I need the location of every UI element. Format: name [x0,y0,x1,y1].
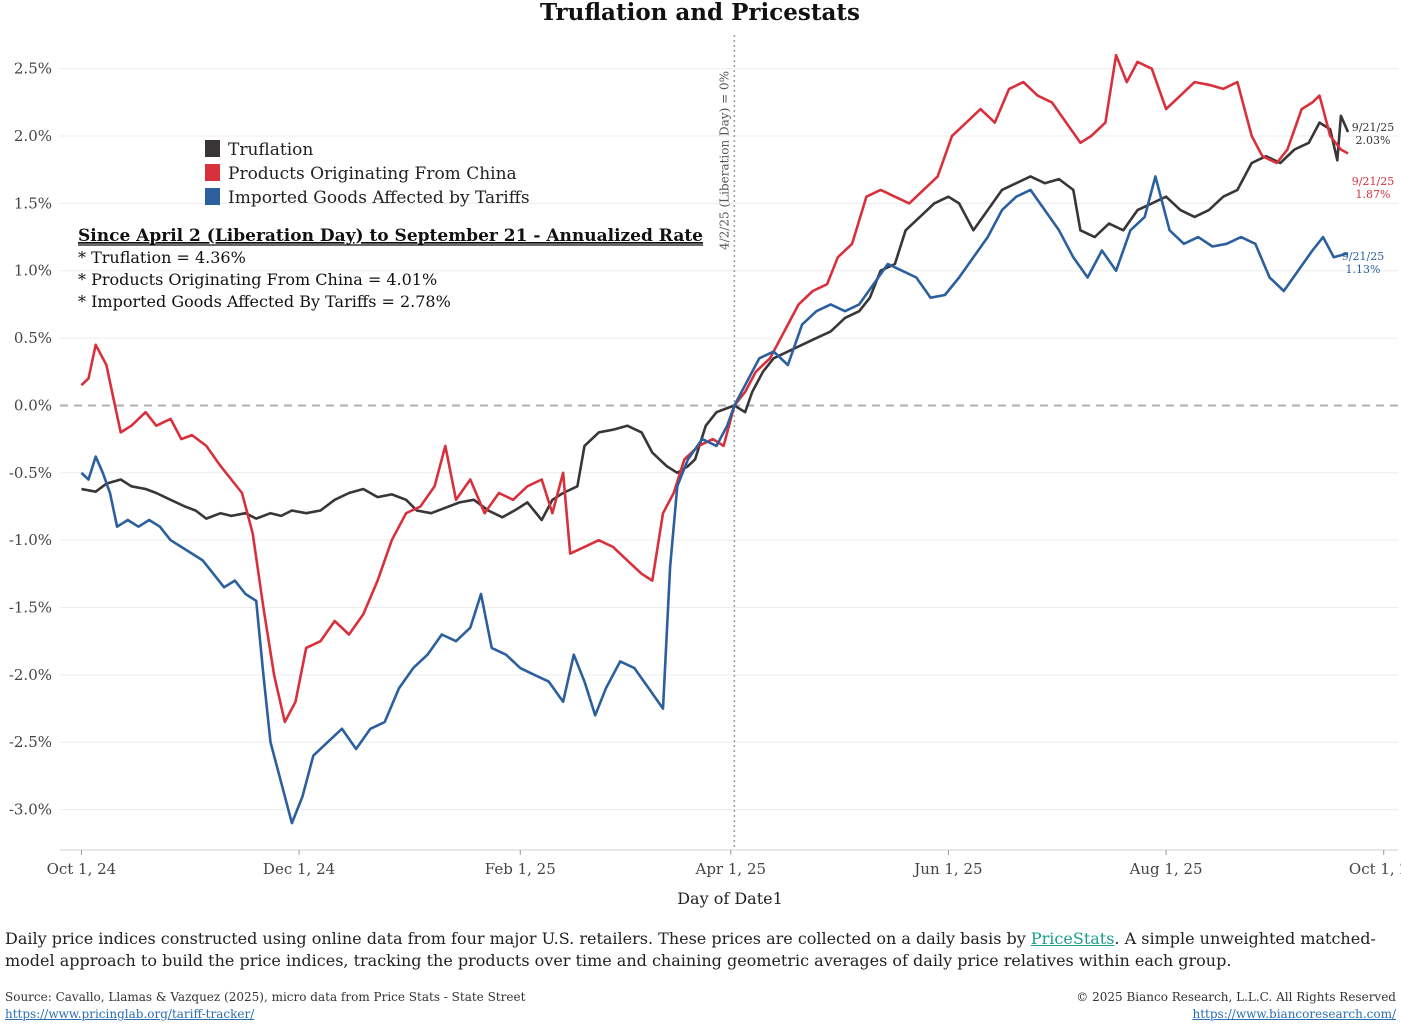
legend: Truflation Products Originating From Chin… [205,140,530,208]
pricestats-link[interactable]: PriceStats [1030,929,1115,948]
legend-label: Truflation [228,140,313,160]
legend-swatch [205,164,220,181]
x-tick-label: Dec 1, 24 [263,860,335,878]
y-axis: 2.5% 2.0% 1.5% 1.0% 0.5% 0.0% -0.5% -1.0% -1.5% -… [9,60,52,819]
footer-description: Daily price indices constructed using on… [5,928,1395,972]
copyright-text: © 2025 Bianco Research, L.L.C. All Right… [1076,990,1396,1004]
series-line-0 [81,114,1350,522]
line-chart: Truflation and Pricestats 2.5% 2.0% 1.5% 1.… [9,0,1401,908]
legend-swatch [205,140,220,157]
y-tick-label: 0.5% [14,329,52,347]
legend-label: Imported Goods Affected by Tariffs [228,188,530,208]
y-tick-label: -1.0% [9,531,52,549]
y-tick-label: -2.0% [9,666,52,684]
chart-title: Truflation and Pricestats [540,0,860,26]
end-label-date: 9/21/25 [1342,250,1384,263]
annotation-line: * Products Originating From China = 4.01… [78,270,437,289]
annotation-line: * Truflation = 4.36% [78,248,246,267]
y-tick-label: 2.5% [14,60,52,78]
end-label-value: 1.13% [1346,263,1381,276]
y-tick-label: -2.5% [9,733,52,751]
annotation-line: * Imported Goods Affected By Tariffs = 2… [78,292,451,311]
x-axis-title: Day of Date1 [677,889,783,908]
series-line-2 [80,175,1349,825]
series-lines [80,53,1350,825]
source-text: Source: Cavallo, Llamas & Vazquez (2025)… [5,990,526,1004]
description-text-end: . A simple unweighted matched-model appr… [5,929,1376,970]
x-tick-label: Oct 1, 24 [47,860,117,878]
x-tick-label: Apr 1, 25 [695,860,767,878]
y-tick-label: -1.5% [9,599,52,617]
end-label-date: 9/21/25 [1352,121,1394,134]
x-tick-label: Feb 1, 25 [485,860,556,878]
gridlines [60,68,1398,811]
copyright-link[interactable]: https://www.biancoresearch.com/ [1192,1007,1396,1021]
x-tick-label: Jun 1, 25 [912,860,982,878]
end-label-date: 9/21/25 [1352,175,1394,188]
annualized-rate-annotation: Since April 2 (Liberation Day) to Septem… [78,226,704,311]
y-tick-label: 0.0% [14,396,52,414]
x-axis: Oct 1, 24 Dec 1, 24 Feb 1, 25 Apr 1, 25 Jun … [47,849,1401,878]
y-tick-label: -0.5% [9,464,52,482]
end-label-value: 2.03% [1356,134,1391,147]
y-tick-label: 1.0% [14,262,52,280]
x-tick-label: Aug 1, 25 [1129,860,1203,878]
y-tick-label: 1.5% [14,194,52,212]
annotation-heading: Since April 2 (Liberation Day) to Septem… [78,226,703,246]
description-text: Daily price indices constructed using on… [5,929,1031,948]
source-link[interactable]: https://www.pricinglab.org/tariff-tracke… [5,1007,255,1021]
y-tick-label: 2.0% [14,127,52,145]
liberation-day-label: 4/2/25 (Liberation Day) = 0% [717,71,731,250]
x-tick-label: Oct 1, 25 [1349,860,1401,878]
legend-swatch [205,188,220,205]
end-label-value: 1.87% [1356,188,1391,201]
y-tick-label: -3.0% [9,801,52,819]
end-labels: 9/21/252.03%9/21/251.87%9/21/251.13% [1342,121,1394,276]
legend-label: Products Originating From China [228,164,517,184]
